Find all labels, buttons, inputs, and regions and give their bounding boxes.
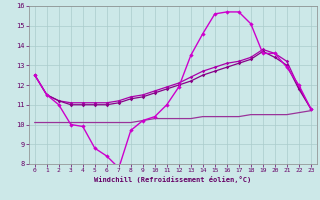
X-axis label: Windchill (Refroidissement éolien,°C): Windchill (Refroidissement éolien,°C) [94,176,252,183]
